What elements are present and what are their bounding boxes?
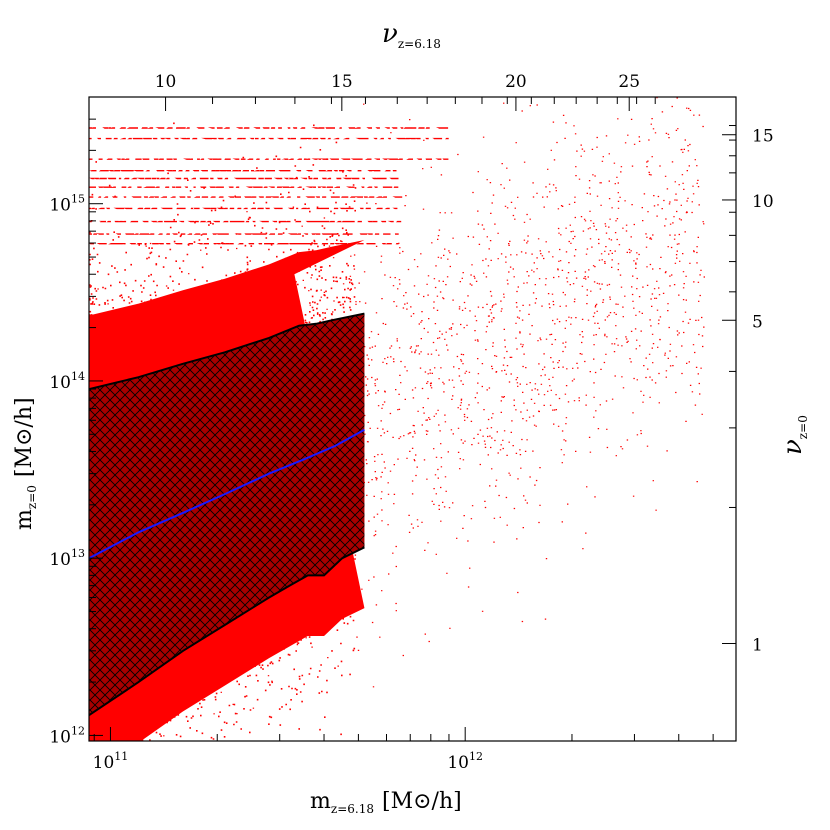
right-tick-label: 5	[752, 312, 763, 332]
plot-area	[89, 97, 705, 741]
x-axis-title-sub: z=6.18	[331, 802, 374, 816]
y-tick-label: 1012	[49, 724, 85, 747]
lower-percentile-line	[89, 546, 365, 717]
top-tick-label: 20	[505, 72, 527, 92]
axis-ticks	[89, 96, 736, 741]
top-tick-label: 10	[155, 72, 177, 92]
x-axis-title-unit: [M⊙/h]	[382, 789, 462, 814]
band-hatch	[89, 313, 365, 716]
y-tick-label: 1014	[49, 370, 85, 393]
percentile-band	[89, 313, 365, 716]
y-tick-label: 1013	[49, 547, 85, 570]
y-axis-title-sub: z=0	[25, 485, 39, 509]
right-tick-label: 15	[752, 127, 774, 147]
median-line	[89, 428, 365, 560]
y-axis-title: mz=0[M⊙/h]	[12, 397, 39, 530]
upper-percentile-line	[89, 312, 365, 391]
plot-frame	[88, 96, 737, 742]
top-axis-title-sub: z=6.18	[398, 37, 441, 51]
right-axis-title: νz=0	[778, 415, 810, 455]
curves	[89, 312, 365, 717]
top-axis-title: νz=6.18	[382, 19, 441, 51]
right-tick-label: 10	[752, 192, 774, 212]
x-tick-label: 1012	[447, 750, 483, 773]
right-axis-title-sub: z=0	[796, 415, 810, 439]
right-tick-label: 1	[752, 636, 763, 656]
x-axis-title: mz=6.18 [M⊙/h]	[310, 789, 462, 816]
top-tick-label: 25	[618, 72, 640, 92]
y-axis-title-unit: [M⊙/h]	[12, 397, 37, 477]
x-tick-label: 1011	[93, 750, 129, 773]
top-tick-label: 15	[331, 72, 353, 92]
y-tick-label: 1015	[49, 193, 85, 216]
